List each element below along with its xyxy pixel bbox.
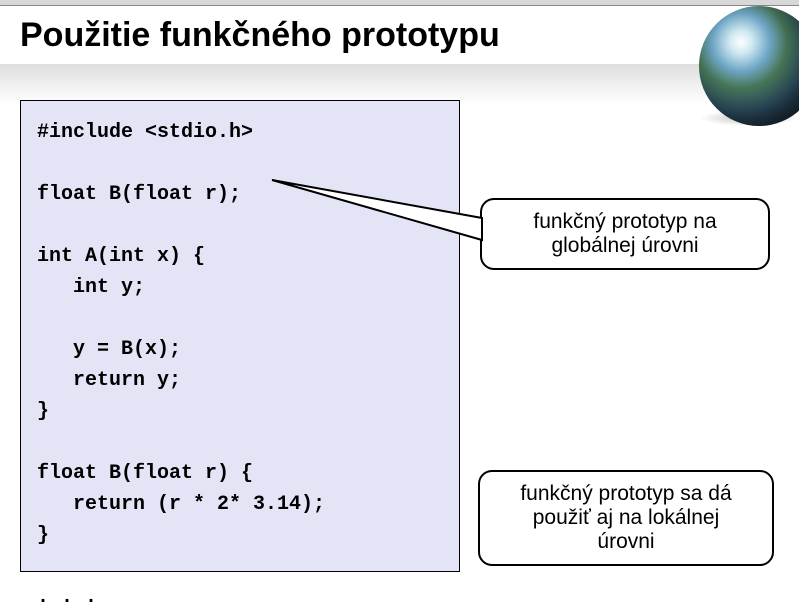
callout-line: funkčný prototyp sa dá [498, 482, 754, 506]
code-content: #include <stdio.h> float B(float r); int… [37, 117, 443, 613]
gradient-band [0, 64, 799, 104]
page-title: Použitie funkčného prototypu [20, 16, 500, 55]
callout-line: globálnej úrovni [500, 234, 750, 258]
top-bar [0, 0, 799, 6]
callout-line: úrovni [498, 530, 754, 554]
callout-global-prototype: funkčný prototyp naglobálnej úrovni [480, 198, 770, 270]
globe-icon [699, 6, 799, 126]
callout-line: použiť aj na lokálnej [498, 506, 754, 530]
callout-local-prototype: funkčný prototyp sa dápoužiť aj na lokál… [478, 470, 774, 566]
callout-line: funkčný prototyp na [500, 210, 750, 234]
code-block: #include <stdio.h> float B(float r); int… [20, 100, 460, 572]
